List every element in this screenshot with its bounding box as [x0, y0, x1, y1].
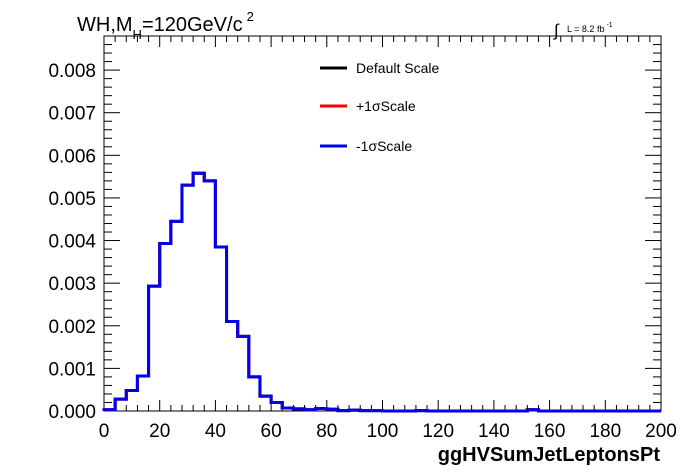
legend-label: +1σScale: [356, 98, 416, 114]
legend-label: Default Scale: [356, 60, 439, 76]
x-tick-label: 0: [99, 421, 110, 442]
chart-title: WH,MH=120GeV/c 2: [77, 9, 254, 42]
x-tick-label: 80: [316, 421, 337, 442]
y-tick-label: 0.003: [48, 274, 96, 295]
y-tick-label: 0.001: [48, 359, 96, 380]
y-tick-label: 0.002: [48, 317, 96, 338]
integral-sign: ∫: [553, 21, 560, 40]
y-tick-label: 0.008: [48, 61, 96, 82]
legend-label: -1σScale: [356, 138, 412, 154]
y-axis-ticks: [104, 35, 661, 412]
x-axis-tick-labels: 0 20 40 60 80 100 120 140 160 180 200: [99, 421, 677, 442]
y-tick-label: 0.000: [48, 402, 96, 423]
x-tick-label: 120: [422, 421, 454, 442]
x-tick-label: 160: [534, 421, 566, 442]
x-axis-title: ggHVSumJetLeptonsPt: [438, 444, 661, 466]
y-axis-tick-labels: 0.000 0.001 0.002 0.003 0.004 0.005 0.006 0.007…: [48, 61, 96, 423]
series-line-3: [102, 171, 661, 413]
y-tick-label: 0.004: [48, 232, 96, 253]
y-tick-label: 0.007: [48, 104, 96, 125]
histogram-series: [102, 171, 661, 413]
x-tick-label: 180: [589, 421, 621, 442]
x-tick-label: 20: [149, 421, 170, 442]
x-tick-label: 100: [367, 421, 399, 442]
x-tick-label: 40: [205, 421, 226, 442]
y-tick-label: 0.006: [48, 146, 96, 167]
luminosity-label: ∫ L = 8.2 fb -1: [553, 21, 613, 40]
x-tick-label: 200: [645, 421, 677, 442]
legend: Default Scale +1σScale -1σScale: [320, 60, 439, 154]
luminosity-text: L = 8.2 fb -1: [567, 22, 613, 34]
y-tick-label: 0.005: [48, 189, 96, 210]
x-tick-label: 140: [478, 421, 510, 442]
x-tick-label: 60: [261, 421, 282, 442]
